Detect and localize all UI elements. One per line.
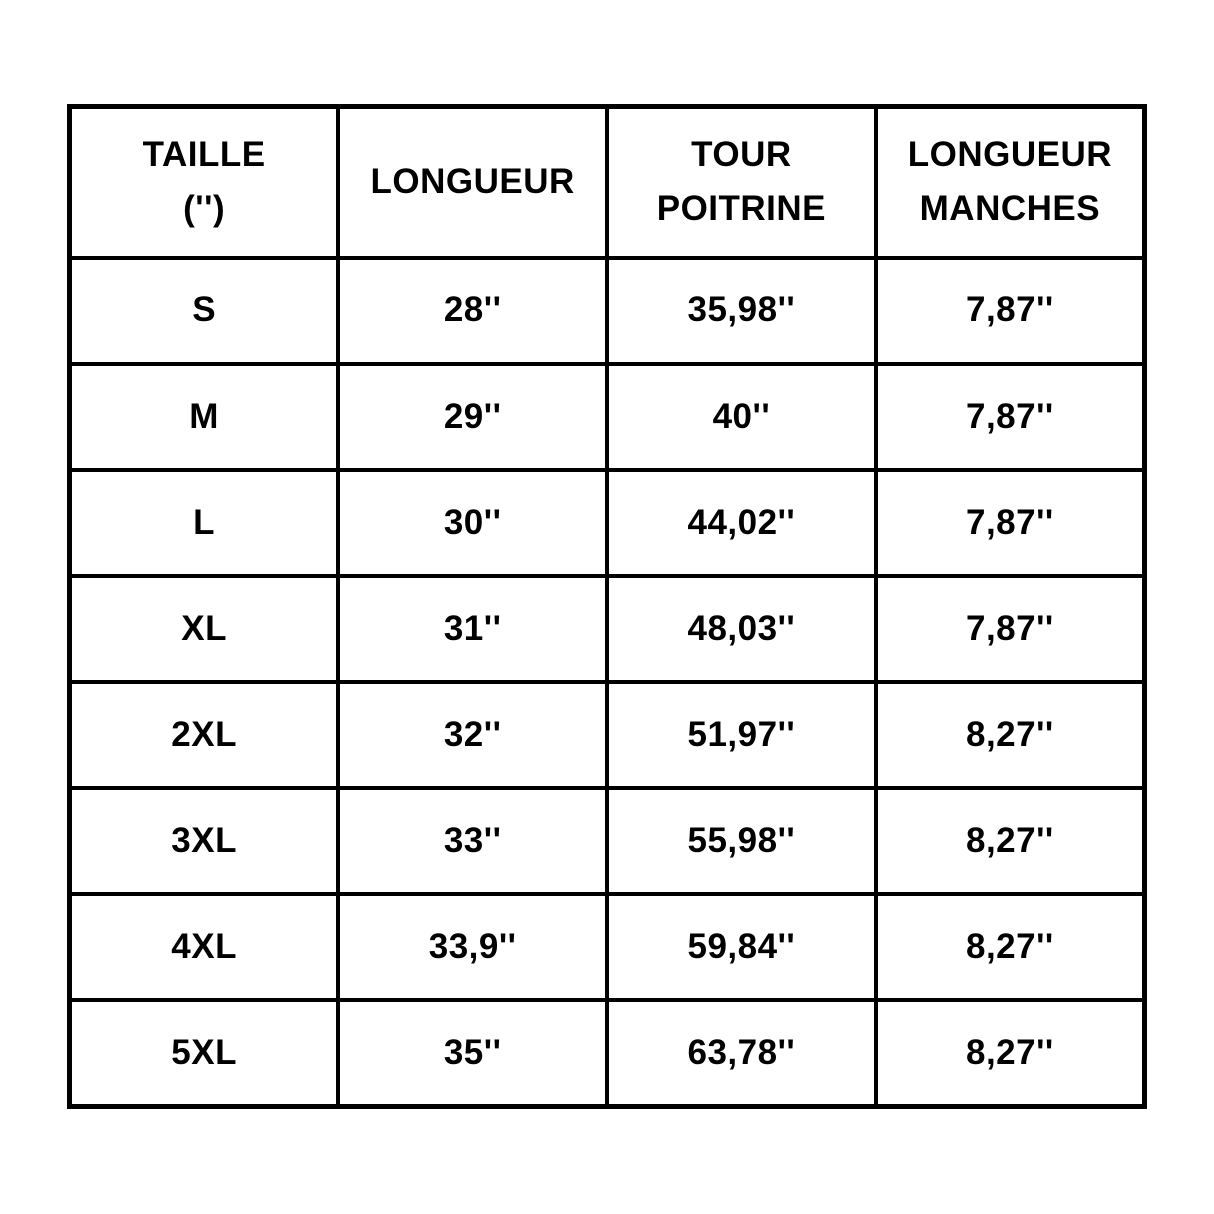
table-cell: 7,87'' <box>873 573 1147 685</box>
table-cell: 29'' <box>336 361 609 472</box>
table-row-s: S 28'' 35,98'' 7,87'' <box>67 255 1147 366</box>
table-cell: 8,27'' <box>873 679 1147 791</box>
table-cell: 51,97'' <box>605 679 878 791</box>
size-chart-table: TAILLE ('') LONGUEUR TOUR POITRINE LONGU… <box>67 104 1147 1109</box>
table-row-l: L 30'' 44,02'' 7,87'' <box>67 467 1147 578</box>
table-cell: 48,03'' <box>605 573 878 685</box>
table-row-m: M 29'' 40'' 7,87'' <box>67 361 1147 472</box>
table-cell: 63,78'' <box>605 998 878 1109</box>
size-cell: S <box>67 255 341 366</box>
size-cell: 4XL <box>67 892 341 1003</box>
table-row-2xl: 2XL 32'' 51,97'' 8,27'' <box>67 679 1147 791</box>
table-cell: 7,87'' <box>873 361 1147 472</box>
table-cell: 31'' <box>336 573 609 685</box>
table-cell: 33,9'' <box>336 892 609 1003</box>
table-cell: 59,84'' <box>605 892 878 1003</box>
size-cell: 5XL <box>67 998 341 1109</box>
table-cell: 55,98'' <box>605 786 878 897</box>
table-cell: 8,27'' <box>873 998 1147 1109</box>
size-cell: 2XL <box>67 679 341 791</box>
header-cell-taille: TAILLE ('') <box>67 104 341 260</box>
header-cell-tour-poitrine: TOUR POITRINE <box>605 104 878 260</box>
size-cell: M <box>67 361 341 472</box>
table-cell: 30'' <box>336 467 609 578</box>
table-cell: 8,27'' <box>873 892 1147 1003</box>
table-cell: 44,02'' <box>605 467 878 578</box>
table-cell: 33'' <box>336 786 609 897</box>
table-cell: 7,87'' <box>873 467 1147 578</box>
table-row-5xl: 5XL 35'' 63,78'' 8,27'' <box>67 998 1147 1109</box>
table-cell: 32'' <box>336 679 609 791</box>
header-cell-longueur: LONGUEUR <box>336 104 609 260</box>
table-cell: 40'' <box>605 361 878 472</box>
size-cell: 3XL <box>67 786 341 897</box>
table-row-4xl: 4XL 33,9'' 59,84'' 8,27'' <box>67 892 1147 1003</box>
table-cell: 7,87'' <box>873 255 1147 366</box>
table-cell: 35,98'' <box>605 255 878 366</box>
header-row: TAILLE ('') LONGUEUR TOUR POITRINE LONGU… <box>67 104 1147 260</box>
header-cell-longueur-manches: LONGUEUR MANCHES <box>873 104 1147 260</box>
table-cell: 28'' <box>336 255 609 366</box>
table-row-3xl: 3XL 33'' 55,98'' 8,27'' <box>67 786 1147 897</box>
table-row-xl: XL 31'' 48,03'' 7,87'' <box>67 573 1147 685</box>
size-cell: L <box>67 467 341 578</box>
table-cell: 35'' <box>336 998 609 1109</box>
table-cell: 8,27'' <box>873 786 1147 897</box>
size-cell: XL <box>67 573 341 685</box>
